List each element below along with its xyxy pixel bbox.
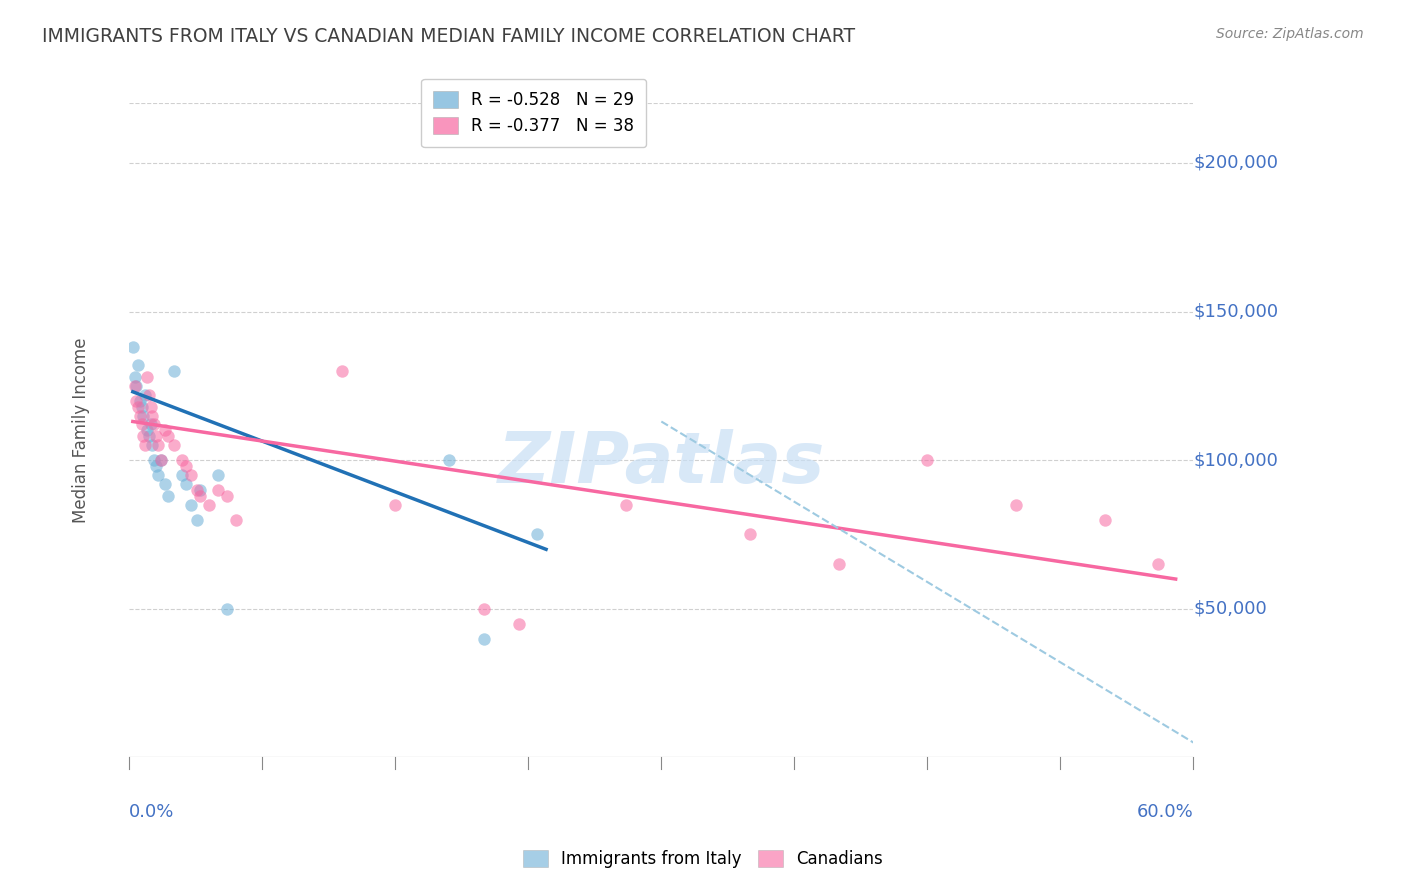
- Text: $150,000: $150,000: [1194, 302, 1278, 320]
- Point: [215, 489, 238, 503]
- Point: [738, 527, 761, 541]
- Point: [132, 429, 155, 443]
- Point: [150, 453, 173, 467]
- Point: [139, 400, 162, 414]
- Point: [157, 429, 180, 443]
- Point: [125, 379, 148, 393]
- Point: [150, 453, 173, 467]
- Point: [186, 483, 208, 497]
- Point: [121, 340, 143, 354]
- Point: [143, 417, 166, 432]
- Point: [124, 379, 146, 393]
- Point: [132, 409, 155, 423]
- Point: [384, 498, 406, 512]
- Point: [198, 498, 221, 512]
- Point: [146, 468, 169, 483]
- Point: [124, 370, 146, 384]
- Point: [141, 409, 163, 423]
- Point: [157, 489, 180, 503]
- Point: [134, 388, 156, 402]
- Point: [145, 429, 167, 443]
- Legend: R = -0.528   N = 29, R = -0.377   N = 38: R = -0.528 N = 29, R = -0.377 N = 38: [422, 79, 645, 147]
- Point: [472, 632, 495, 646]
- Point: [162, 364, 184, 378]
- Point: [180, 468, 202, 483]
- Point: [127, 400, 149, 414]
- Point: [125, 393, 148, 408]
- Point: [139, 417, 162, 432]
- Point: [188, 483, 211, 497]
- Point: [129, 409, 152, 423]
- Text: IMMIGRANTS FROM ITALY VS CANADIAN MEDIAN FAMILY INCOME CORRELATION CHART: IMMIGRANTS FROM ITALY VS CANADIAN MEDIAN…: [42, 27, 855, 45]
- Point: [188, 489, 211, 503]
- Point: [1005, 498, 1028, 512]
- Point: [174, 477, 197, 491]
- Point: [508, 616, 530, 631]
- Point: [145, 459, 167, 474]
- Text: $200,000: $200,000: [1194, 154, 1278, 172]
- Legend: Immigrants from Italy, Canadians: Immigrants from Italy, Canadians: [516, 843, 890, 875]
- Point: [207, 468, 229, 483]
- Point: [828, 557, 851, 571]
- Point: [172, 468, 194, 483]
- Point: [330, 364, 353, 378]
- Text: Source: ZipAtlas.com: Source: ZipAtlas.com: [1216, 27, 1364, 41]
- Point: [437, 453, 460, 467]
- Point: [225, 513, 247, 527]
- Point: [186, 513, 208, 527]
- Point: [180, 498, 202, 512]
- Point: [172, 453, 194, 467]
- Point: [917, 453, 939, 467]
- Point: [207, 483, 229, 497]
- Text: $50,000: $50,000: [1194, 599, 1267, 618]
- Point: [127, 358, 149, 372]
- Point: [215, 601, 238, 615]
- Point: [153, 477, 176, 491]
- Point: [143, 453, 166, 467]
- Point: [131, 400, 153, 414]
- Text: $100,000: $100,000: [1194, 451, 1278, 469]
- Point: [138, 429, 160, 443]
- Point: [131, 417, 153, 432]
- Text: 0.0%: 0.0%: [129, 803, 174, 822]
- Point: [162, 438, 184, 452]
- Point: [1094, 513, 1116, 527]
- Point: [472, 601, 495, 615]
- Point: [134, 438, 156, 452]
- Point: [174, 459, 197, 474]
- Point: [614, 498, 637, 512]
- Point: [141, 438, 163, 452]
- Point: [136, 370, 159, 384]
- Point: [136, 424, 159, 438]
- Point: [138, 388, 160, 402]
- Text: Median Family Income: Median Family Income: [72, 338, 90, 524]
- Point: [153, 424, 176, 438]
- Point: [1147, 557, 1170, 571]
- Point: [526, 527, 548, 541]
- Point: [129, 393, 152, 408]
- Point: [146, 438, 169, 452]
- Text: 60.0%: 60.0%: [1136, 803, 1194, 822]
- Text: ZIPatlas: ZIPatlas: [498, 429, 825, 498]
